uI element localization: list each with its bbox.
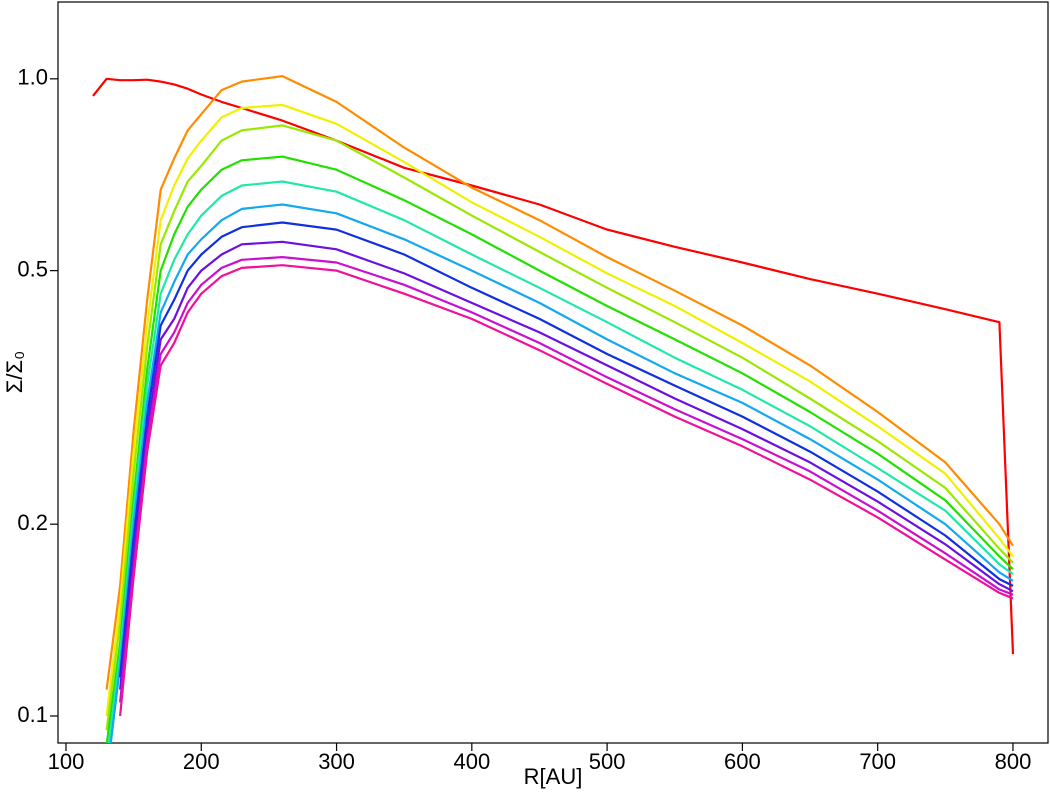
series-line — [92, 77, 1015, 655]
series-line — [105, 75, 1014, 690]
y-tick-label: 1.0 — [17, 65, 48, 90]
x-axis-label: R[AU] — [524, 764, 583, 789]
x-tick-label: 100 — [48, 749, 85, 774]
x-tick-label: 500 — [589, 749, 626, 774]
series-line — [105, 103, 1014, 717]
y-tick-label: 0.5 — [17, 256, 48, 281]
series-line — [107, 180, 1014, 743]
y-axis-label: Σ/Σ₀ — [2, 351, 27, 393]
series-line — [119, 264, 1014, 717]
series-line — [119, 221, 1014, 678]
series-line — [105, 124, 1014, 731]
series-line — [109, 203, 1014, 743]
x-tick-label: 200 — [183, 749, 220, 774]
lines — [92, 75, 1015, 743]
series-line — [119, 240, 1014, 690]
y-tick-label: 0.2 — [17, 510, 48, 535]
x-tick-label: 300 — [318, 749, 355, 774]
y-tick-label: 0.1 — [17, 702, 48, 727]
series-line — [119, 256, 1014, 703]
x-tick-label: 800 — [995, 749, 1032, 774]
plot-frame — [57, 1, 1049, 744]
x-tick-label: 700 — [859, 749, 896, 774]
x-tick-label: 400 — [453, 749, 490, 774]
x-tick-label: 600 — [724, 749, 761, 774]
series-line — [105, 155, 1014, 743]
